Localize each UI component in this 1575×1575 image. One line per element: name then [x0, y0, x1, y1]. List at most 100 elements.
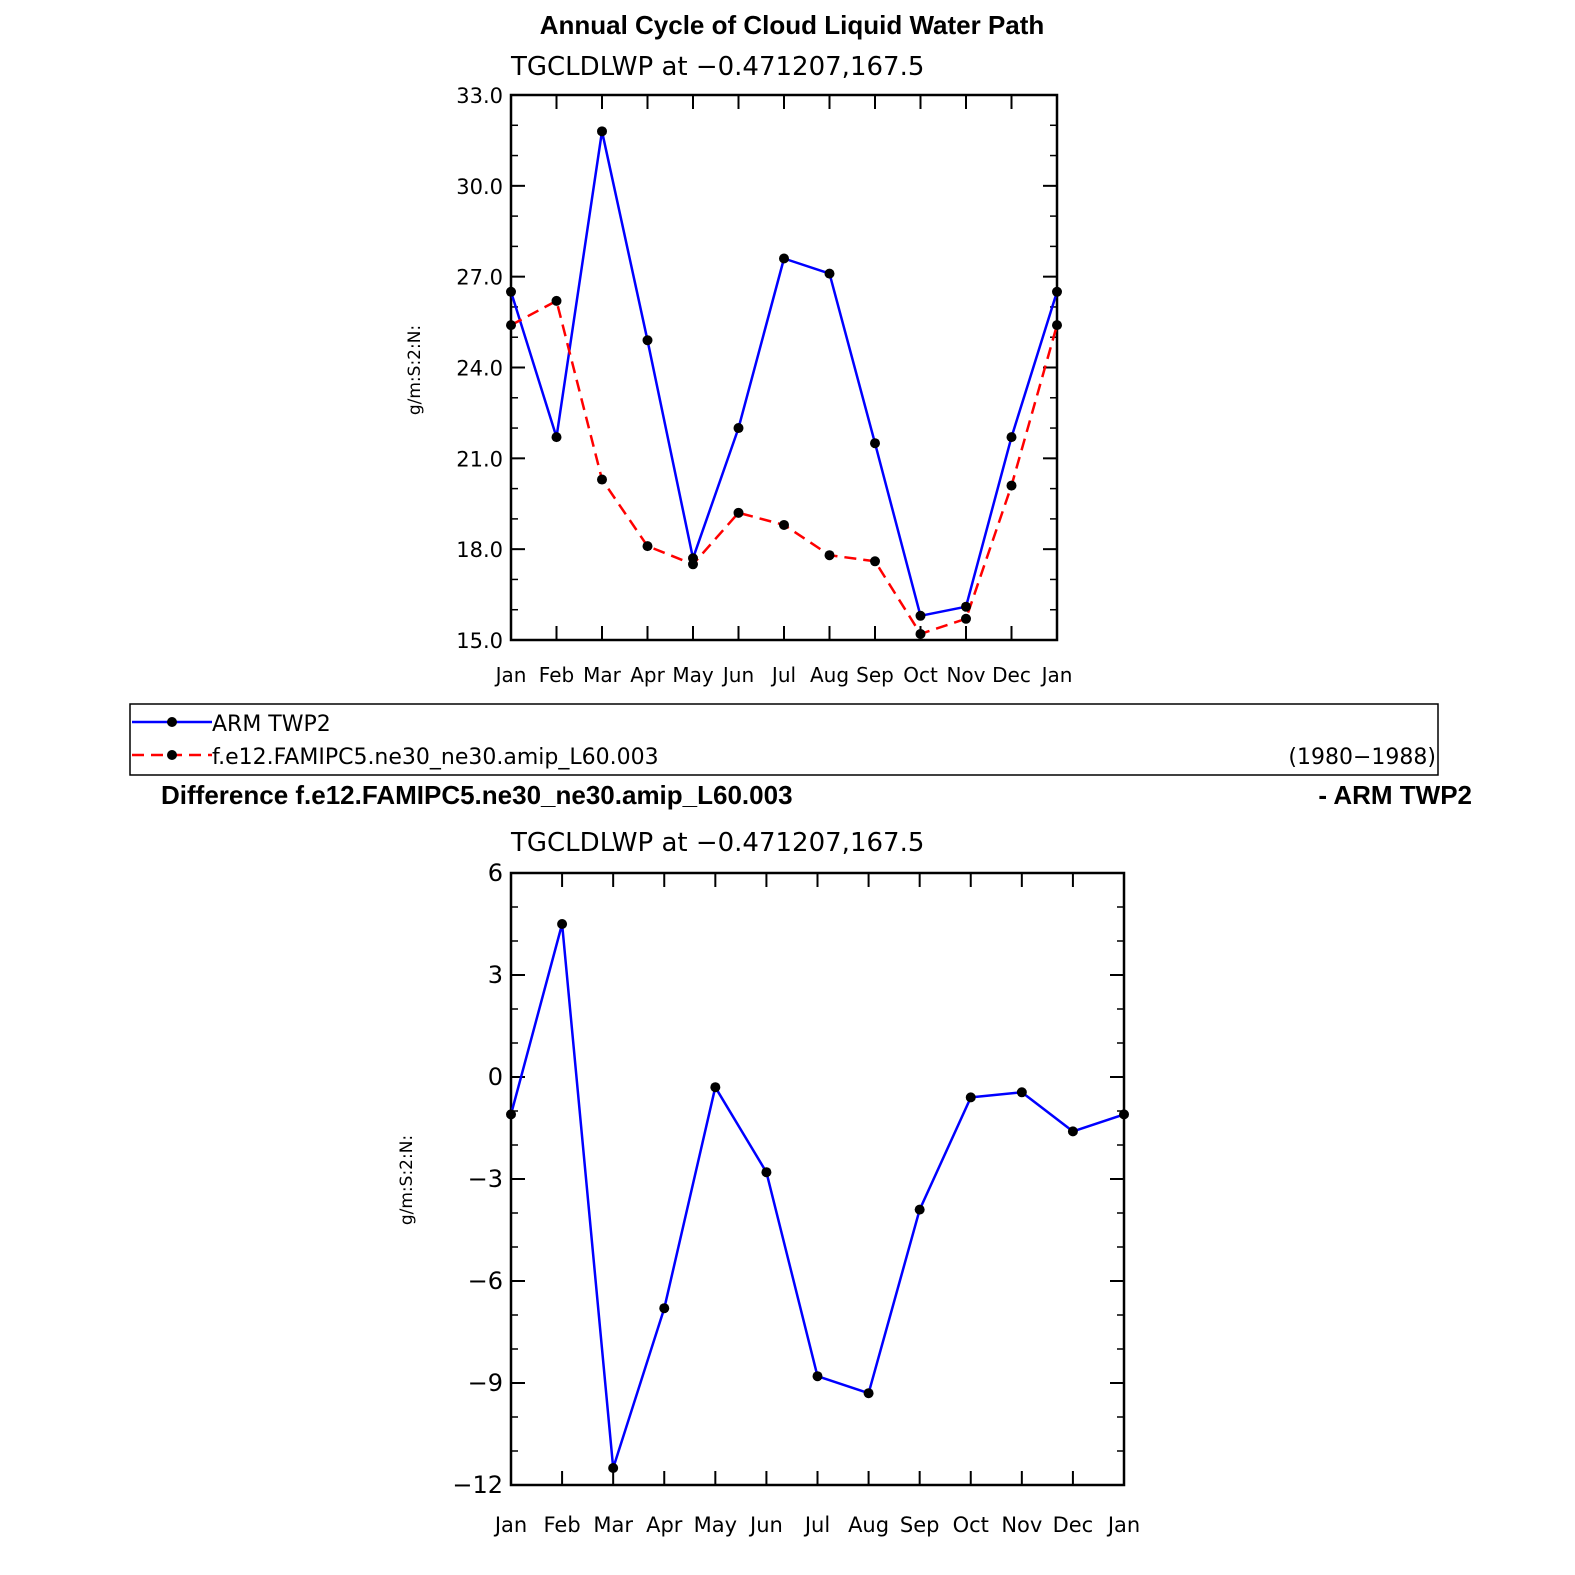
legend-box [129, 703, 1439, 776]
y-tick-label: −3 [468, 1165, 503, 1193]
x-tick-label: Dec [992, 663, 1031, 687]
figure-title: Annual Cycle of Cloud Liquid Water Path [540, 10, 1045, 40]
legend-marker-model [167, 750, 177, 760]
series-1-point [961, 613, 971, 624]
series-0-point [506, 1109, 516, 1120]
x-tick-label: Aug [848, 1513, 889, 1537]
y-tick-label: −12 [452, 1471, 503, 1499]
series-0-point [1067, 1126, 1078, 1137]
x-tick-label: Oct [953, 1513, 989, 1537]
series-0-point [710, 1082, 721, 1093]
y-tick-label: 21.0 [456, 447, 503, 471]
upper-chart: TGCLDLWP at −0.471207,167.5 g/m:S:2:N: 1… [405, 52, 1072, 687]
series-1-point [1006, 480, 1017, 491]
series-line-1 [510, 299, 1059, 636]
series-1-point [1052, 320, 1062, 331]
series-0-point [915, 610, 926, 621]
series-0-point [824, 268, 835, 279]
series-0-point [551, 432, 562, 443]
series-0-point [914, 1204, 925, 1215]
series-1-point [733, 507, 744, 518]
x-tick-label: Jan [494, 663, 527, 687]
x-tick-label: Jan [1106, 1513, 1140, 1537]
difference-chart: TGCLDLWP at −0.471207,167.5 g/m:S:2:N: −… [397, 828, 1140, 1537]
difference-title-right: - ARM TWP2 [1318, 780, 1472, 810]
series-0-point [761, 1167, 772, 1178]
difference-chart-ylabel: g/m:S:2:N: [397, 1135, 417, 1225]
difference-title-left: Difference f.e12.FAMIPC5.ne30_ne30.amip_… [161, 780, 793, 810]
y-tick-label: 3 [488, 961, 503, 989]
series-0-point [965, 1092, 976, 1103]
x-tick-label: Mar [583, 663, 622, 687]
series-1-point [915, 628, 926, 639]
y-tick-label: 18.0 [456, 538, 503, 562]
series-0-point [642, 335, 653, 346]
y-tick-label: 27.0 [456, 266, 503, 290]
y-tick-label: 6 [488, 859, 503, 887]
legend-label-arm: ARM TWP2 [212, 712, 331, 737]
plot-frame [509, 871, 1126, 1487]
series-1-point [688, 559, 698, 570]
series-1-point [642, 541, 653, 552]
series-0-point [597, 126, 607, 137]
x-tick-label: Jan [1040, 663, 1073, 687]
series-1-point [870, 556, 880, 567]
series-0-point [1016, 1087, 1027, 1098]
x-tick-label: Nov [946, 663, 985, 687]
series-1-point [824, 550, 835, 561]
x-tick-label: Oct [903, 663, 938, 687]
legend-entry-model: f.e12.FAMIPC5.ne30_ne30.amip_L60.003 [132, 745, 659, 770]
plot-frame [509, 93, 1059, 642]
series-0-point [863, 1388, 874, 1399]
series-0-point [1006, 432, 1017, 443]
x-tick-label: Sep [900, 1513, 940, 1537]
series-1-point [779, 519, 789, 530]
x-tick-label: Apr [630, 663, 665, 687]
y-tick-label: 24.0 [456, 357, 503, 381]
series-0-point [812, 1371, 823, 1382]
x-tick-label: May [694, 1513, 737, 1537]
upper-chart-subtitle: TGCLDLWP at −0.471207,167.5 [510, 52, 924, 82]
x-tick-label: Jul [770, 663, 796, 687]
x-tick-label: May [672, 663, 714, 687]
series-0-point [608, 1463, 619, 1473]
series-1-point [551, 295, 562, 306]
series-0-point [557, 919, 568, 929]
series-line-0 [509, 922, 1125, 1470]
y-tick-label: 33.0 [456, 84, 503, 108]
x-tick-label: Mar [593, 1513, 633, 1537]
x-tick-label: Feb [539, 663, 574, 687]
series-1-point [506, 320, 516, 331]
legend: ARM TWP2 f.e12.FAMIPC5.ne30_ne30.amip_L6… [129, 703, 1439, 776]
x-tick-label: Jun [748, 1513, 783, 1537]
y-tick-label: 30.0 [456, 175, 503, 199]
x-tick-label: Jun [721, 663, 754, 687]
series-0-point [659, 1303, 670, 1314]
legend-years: (1980−1988) [1288, 745, 1436, 770]
y-tick-label: −6 [468, 1267, 503, 1295]
series-0-point [870, 438, 880, 449]
y-tick-label: −9 [468, 1369, 503, 1397]
x-tick-label: Nov [1001, 1513, 1042, 1537]
legend-entry-arm: ARM TWP2 [132, 712, 331, 737]
series-0-point [1119, 1109, 1129, 1120]
series-0-point [1052, 286, 1062, 297]
series-1-point [597, 474, 607, 485]
y-tick-label: 15.0 [456, 629, 503, 653]
series-0-point [961, 601, 971, 612]
x-tick-label: Sep [856, 663, 894, 687]
series-0-point [733, 423, 744, 434]
y-tick-label: 0 [488, 1063, 503, 1091]
x-tick-label: Jul [803, 1513, 830, 1537]
series-line-0 [509, 130, 1059, 618]
legend-marker-arm [167, 717, 177, 727]
x-tick-label: Apr [646, 1513, 683, 1537]
x-tick-label: Dec [1053, 1513, 1094, 1537]
x-tick-label: Aug [810, 663, 849, 687]
legend-label-model: f.e12.FAMIPC5.ne30_ne30.amip_L60.003 [212, 745, 659, 770]
series-0-point [506, 286, 516, 297]
series-0-point [779, 253, 789, 264]
difference-chart-subtitle: TGCLDLWP at −0.471207,167.5 [510, 828, 924, 858]
upper-chart-ylabel: g/m:S:2:N: [405, 325, 425, 415]
